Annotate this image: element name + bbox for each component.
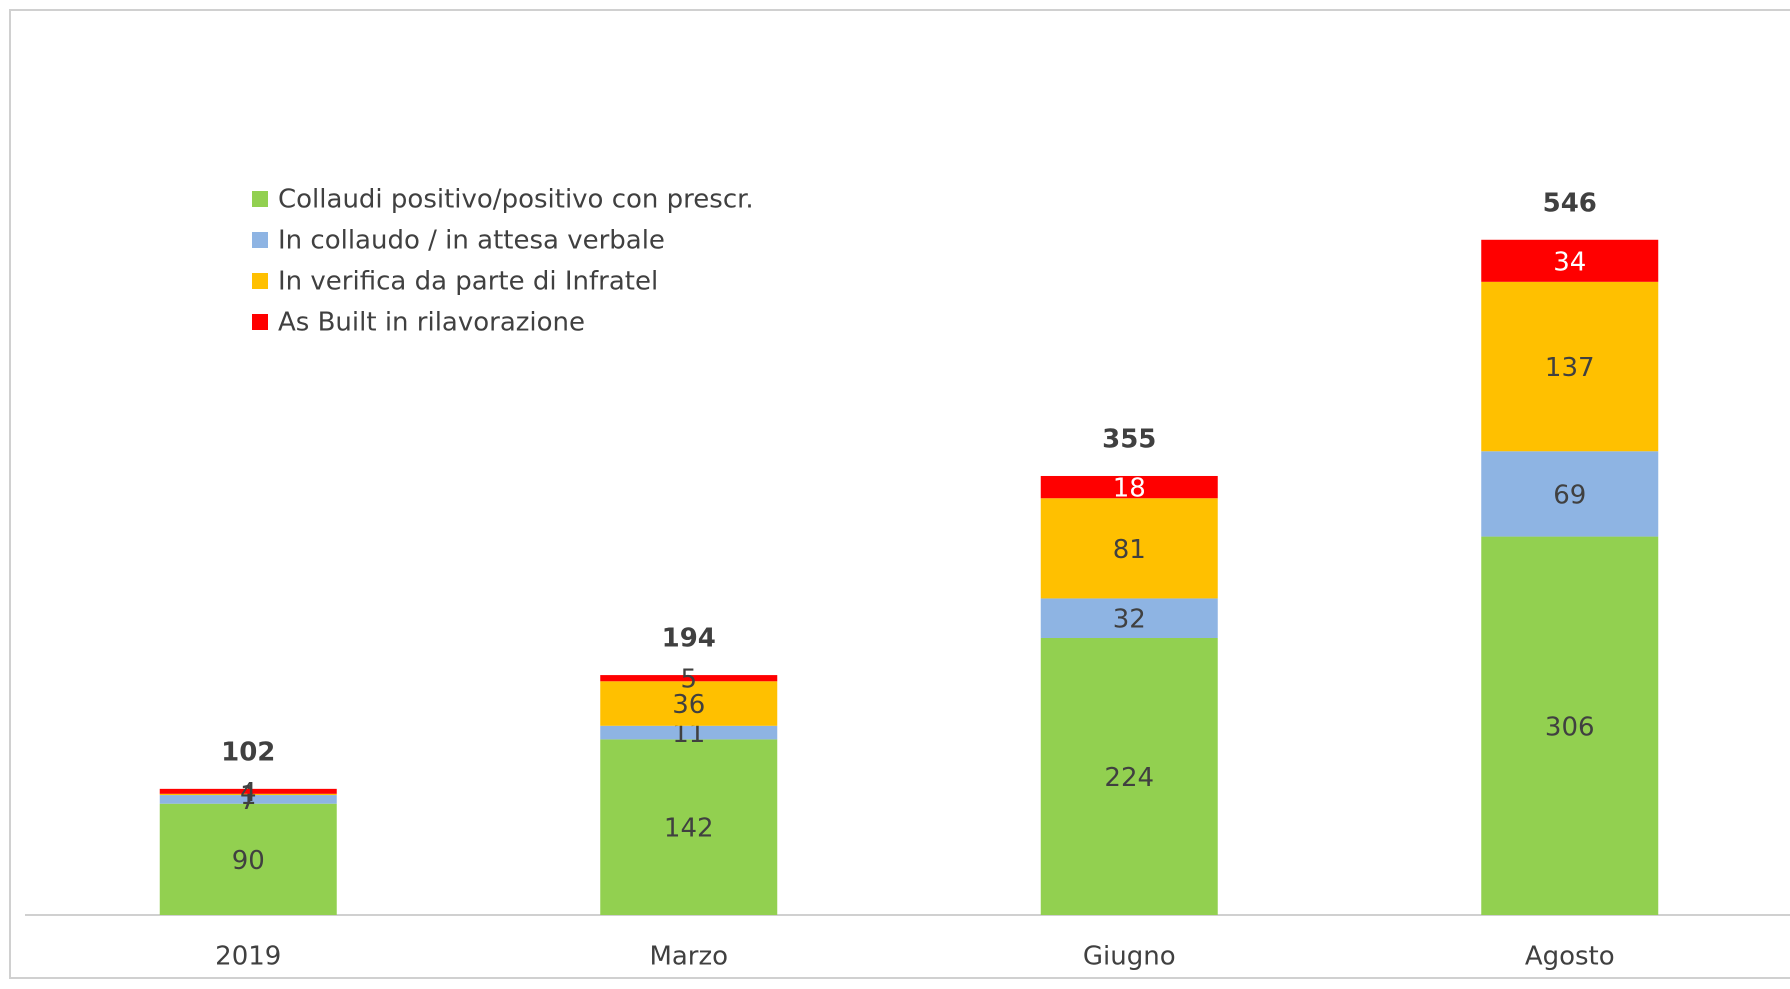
bar-segment	[1040, 598, 1218, 638]
bar-segment	[600, 681, 778, 726]
legend-label: In collaudo / in attesa verbale	[278, 226, 665, 256]
bar-segment	[1481, 536, 1659, 915]
data-label: 90	[232, 846, 265, 876]
total-label: 355	[1102, 424, 1156, 454]
data-label: 69	[1553, 480, 1586, 510]
total-label: 102	[221, 737, 275, 767]
legend-swatch	[252, 273, 268, 289]
data-label: 137	[1545, 353, 1595, 383]
bar-segment	[159, 795, 337, 804]
bar-segment	[600, 675, 778, 682]
bar-segment	[1040, 498, 1218, 599]
bar-segment	[1040, 637, 1218, 915]
bar-segment	[159, 803, 337, 915]
legend-label: Collaudi positivo/positivo con prescr.	[278, 185, 754, 215]
bar-segment	[159, 788, 337, 794]
bar-segment	[600, 739, 778, 915]
data-label: 1	[240, 781, 257, 811]
bar-segment	[159, 793, 337, 796]
data-label: 34	[1553, 247, 1586, 277]
total-label: 546	[1543, 188, 1597, 218]
data-label: 81	[1113, 535, 1146, 565]
legend-label: As Built in rilavorazione	[278, 308, 585, 338]
chart-frame	[9, 9, 1790, 979]
data-label: 32	[1113, 605, 1146, 635]
x-tick-label: 2019	[215, 942, 281, 972]
data-label: 18	[1113, 474, 1146, 504]
bar-segment	[1040, 475, 1218, 499]
x-tick-label: Marzo	[649, 942, 728, 972]
data-label: 4	[240, 778, 257, 808]
legend-swatch	[252, 191, 268, 207]
data-label: 5	[680, 665, 697, 695]
total-label: 194	[662, 624, 716, 654]
legend-swatch	[252, 232, 268, 248]
bar-segment	[1481, 239, 1659, 282]
bar-segment	[1481, 281, 1659, 452]
x-tick-label: Giugno	[1083, 942, 1176, 972]
legend-swatch	[252, 314, 268, 330]
bar-segment	[600, 725, 778, 740]
data-label: 224	[1104, 763, 1154, 793]
data-label: 36	[672, 690, 705, 720]
data-label: 306	[1545, 712, 1595, 742]
bar-segment	[1481, 451, 1659, 537]
data-label: 142	[664, 814, 714, 844]
x-tick-label: Agosto	[1525, 942, 1615, 972]
legend-label: In verifica da parte di Infratel	[278, 267, 658, 297]
